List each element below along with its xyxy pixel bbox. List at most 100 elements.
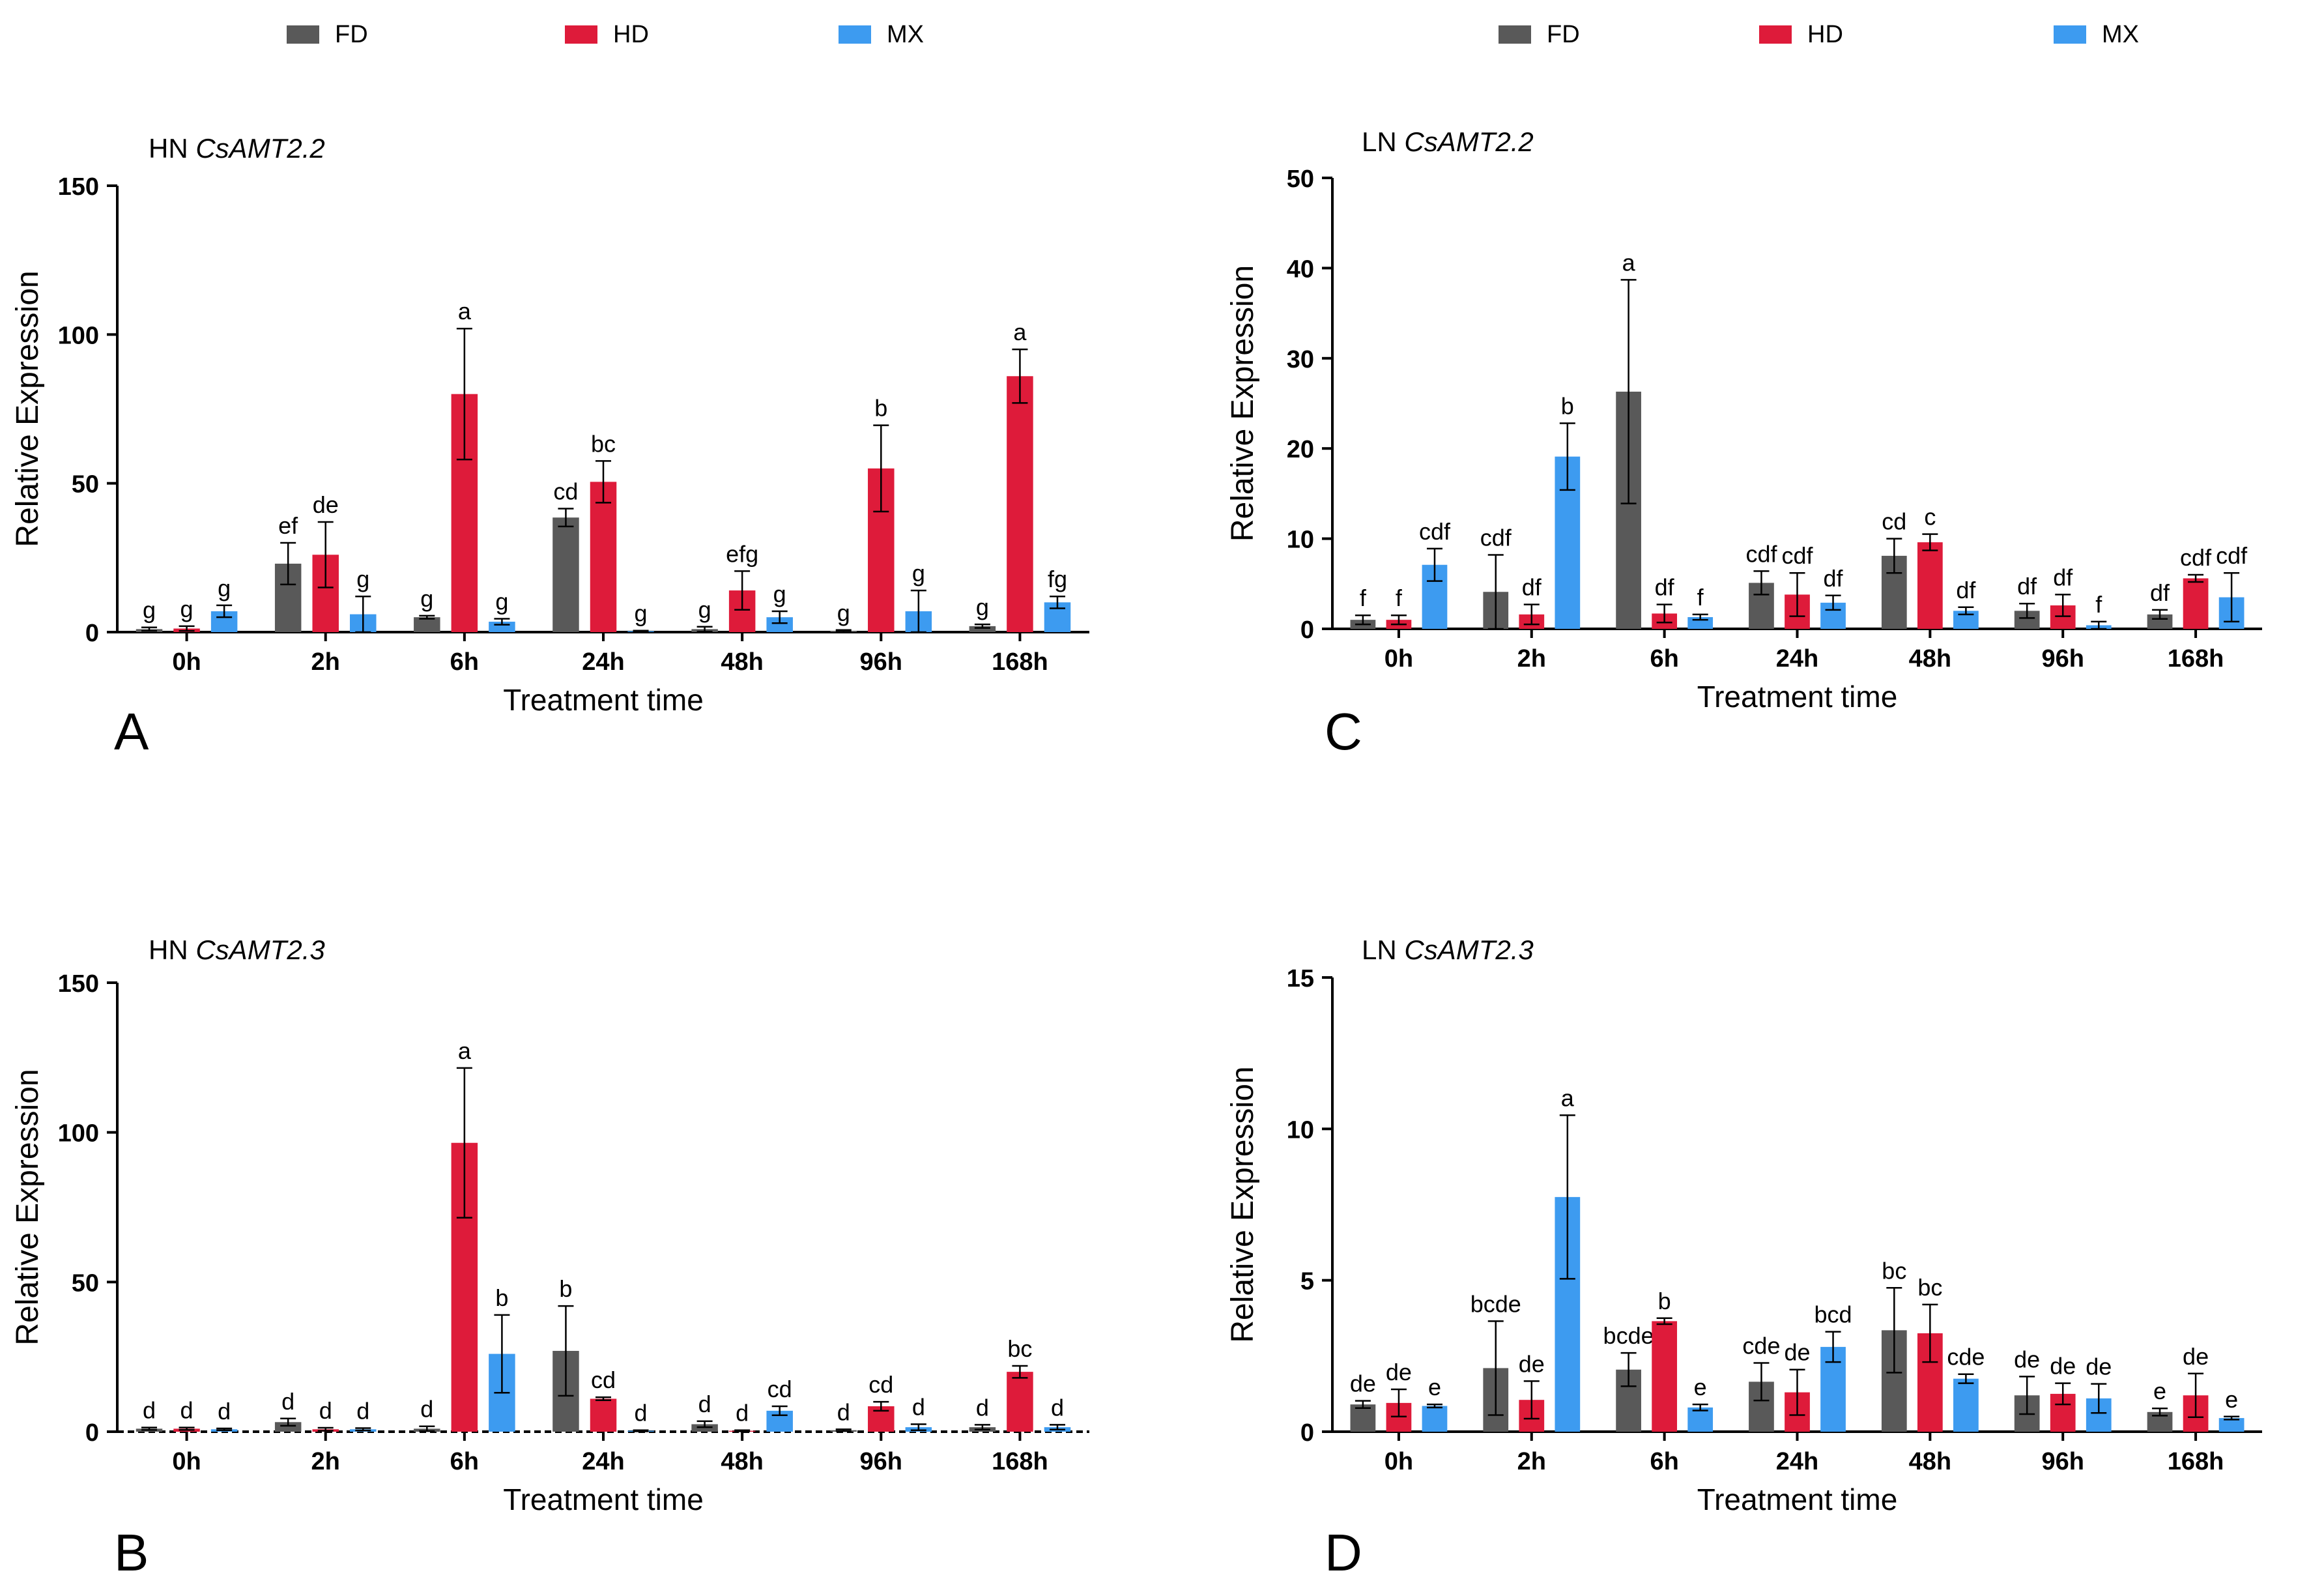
x-axis-label: Treatment time bbox=[1697, 680, 1898, 714]
bar-hd bbox=[1917, 542, 1943, 629]
significance-letter: d bbox=[837, 1398, 850, 1425]
bar-fd bbox=[1350, 1404, 1376, 1432]
significance-letter: bcd bbox=[1815, 1301, 1852, 1328]
significance-letter: de bbox=[2183, 1343, 2209, 1370]
significance-letter: g bbox=[143, 597, 156, 624]
significance-letter: d bbox=[976, 1394, 989, 1421]
panel-title-prefix: LN bbox=[1362, 126, 1404, 157]
significance-letter: de bbox=[1519, 1350, 1545, 1377]
significance-letter: efg bbox=[726, 540, 758, 567]
bar-fd bbox=[414, 617, 440, 632]
x-tick-label: 0h bbox=[172, 648, 201, 676]
x-tick-label: 48h bbox=[721, 1448, 763, 1475]
panel-a: HN CsAMT2.2 A 0 50 100 150 Relative Expression… bbox=[10, 133, 1089, 760]
significance-letter: g bbox=[698, 596, 711, 623]
panel-title: LN CsAMT2.2 bbox=[1362, 126, 1534, 157]
legend-item-hd-right: HD bbox=[1759, 18, 1843, 51]
significance-letter: g bbox=[495, 588, 508, 615]
panel-title-prefix: HN bbox=[149, 934, 195, 965]
legend-label-fd: FD bbox=[335, 20, 368, 48]
significance-letter: cd bbox=[553, 478, 578, 504]
significance-letter: d bbox=[635, 1400, 648, 1426]
significance-letter: cdf bbox=[1781, 542, 1813, 569]
y-axis-label: Relative Expression bbox=[10, 270, 45, 547]
significance-letter: g bbox=[356, 566, 369, 592]
significance-letter: d bbox=[420, 1396, 433, 1423]
significance-letter: g bbox=[635, 600, 648, 627]
significance-letter: d bbox=[736, 1400, 749, 1426]
legend-swatch-fd-right bbox=[1499, 25, 1531, 44]
bar-hd bbox=[590, 1398, 617, 1432]
significance-letter: bcde bbox=[1603, 1322, 1654, 1349]
y-axis-label: Relative Expression bbox=[1226, 265, 1260, 542]
significance-letter: b bbox=[1561, 392, 1574, 419]
significance-letter: df bbox=[2150, 579, 2170, 606]
x-tick-label: 6h bbox=[1650, 1448, 1678, 1475]
panel-c: LN CsAMT2.2 C 0 10 20 30 40 50 Relative Expressi… bbox=[1226, 126, 2262, 760]
significance-letter: e bbox=[2225, 1386, 2238, 1413]
panel-b: HN CsAMT2.3 B 0 50 100 150 Relative Expression… bbox=[10, 934, 1089, 1582]
y-tick-label: 20 bbox=[1287, 436, 1314, 463]
legend-item-hd: HD bbox=[565, 18, 649, 51]
x-tick-label: 24h bbox=[1776, 645, 1818, 673]
panel-label: D bbox=[1325, 1524, 1362, 1582]
bar-hd bbox=[590, 482, 617, 632]
significance-letter: f bbox=[2095, 591, 2102, 618]
y-axis-label: Relative Expression bbox=[10, 1069, 45, 1345]
bar-fd bbox=[552, 517, 579, 632]
y-tick-label: 50 bbox=[72, 471, 99, 499]
panel-label: C bbox=[1325, 702, 1362, 760]
significance-letter: fg bbox=[1048, 566, 1067, 592]
significance-letter: df bbox=[1824, 565, 1844, 592]
significance-letter: d bbox=[218, 1398, 231, 1425]
significance-letter: de bbox=[2050, 1353, 2076, 1380]
significance-letter: cdf bbox=[1480, 525, 1512, 551]
significance-letter: d bbox=[281, 1388, 294, 1415]
y-tick-label: 100 bbox=[58, 1120, 99, 1148]
y-tick-label: 10 bbox=[1287, 1116, 1314, 1144]
legend-item-mx-right: MX bbox=[2054, 18, 2139, 51]
x-tick-label: 168h bbox=[2168, 1448, 2224, 1475]
significance-letter: g bbox=[912, 560, 925, 586]
significance-letter: de bbox=[2014, 1346, 2040, 1372]
significance-letter: d bbox=[143, 1397, 156, 1424]
significance-letter: a bbox=[458, 298, 472, 325]
x-tick-label: 96h bbox=[860, 648, 902, 676]
legend-label-mx: MX bbox=[887, 20, 924, 48]
bar-hd bbox=[1652, 1321, 1678, 1432]
significance-letter: ef bbox=[278, 512, 298, 539]
legend-swatch-hd bbox=[565, 25, 597, 44]
x-tick-label: 48h bbox=[1909, 1448, 1951, 1475]
x-tick-label: 48h bbox=[1909, 645, 1951, 673]
significance-letter: d bbox=[1051, 1394, 1064, 1421]
legend-label-mx-right: MX bbox=[2102, 20, 2139, 48]
y-tick-label: 30 bbox=[1287, 346, 1314, 373]
legend-swatch-fd bbox=[287, 25, 319, 44]
panel-title-gene: CsAMT2.2 bbox=[195, 133, 324, 164]
x-tick-label: 0h bbox=[1384, 645, 1413, 673]
significance-letter: b bbox=[495, 1284, 508, 1311]
x-axis-label: Treatment time bbox=[1697, 1483, 1898, 1516]
significance-letter: d bbox=[319, 1397, 332, 1424]
y-tick-label: 150 bbox=[58, 970, 99, 998]
x-tick-label: 48h bbox=[721, 648, 763, 676]
significance-letter: bc bbox=[1882, 1257, 1906, 1284]
y-tick-label: 40 bbox=[1287, 255, 1314, 283]
y-tick-label: 0 bbox=[85, 1419, 99, 1447]
panel-title: LN CsAMT2.3 bbox=[1362, 934, 1534, 965]
x-tick-label: 96h bbox=[2041, 1448, 2084, 1475]
bar-mx bbox=[1953, 1378, 1979, 1432]
legend-item-fd-right: FD bbox=[1499, 18, 1580, 51]
y-tick-label: 150 bbox=[58, 173, 99, 201]
y-tick-label: 0 bbox=[1300, 1419, 1314, 1447]
significance-letter: bcde bbox=[1470, 1290, 1521, 1317]
legend-item-fd: FD bbox=[287, 18, 368, 51]
significance-letter: de bbox=[1784, 1339, 1810, 1366]
significance-letter: a bbox=[1561, 1084, 1575, 1111]
panel-title: HN CsAMT2.2 bbox=[149, 133, 325, 164]
x-tick-label: 6h bbox=[450, 1448, 479, 1475]
panel-title-gene: CsAMT2.3 bbox=[195, 934, 324, 965]
legend-label-hd-right: HD bbox=[1807, 20, 1843, 48]
panel-title-gene: CsAMT2.3 bbox=[1404, 934, 1533, 965]
significance-letter: cdf bbox=[1419, 518, 1451, 545]
